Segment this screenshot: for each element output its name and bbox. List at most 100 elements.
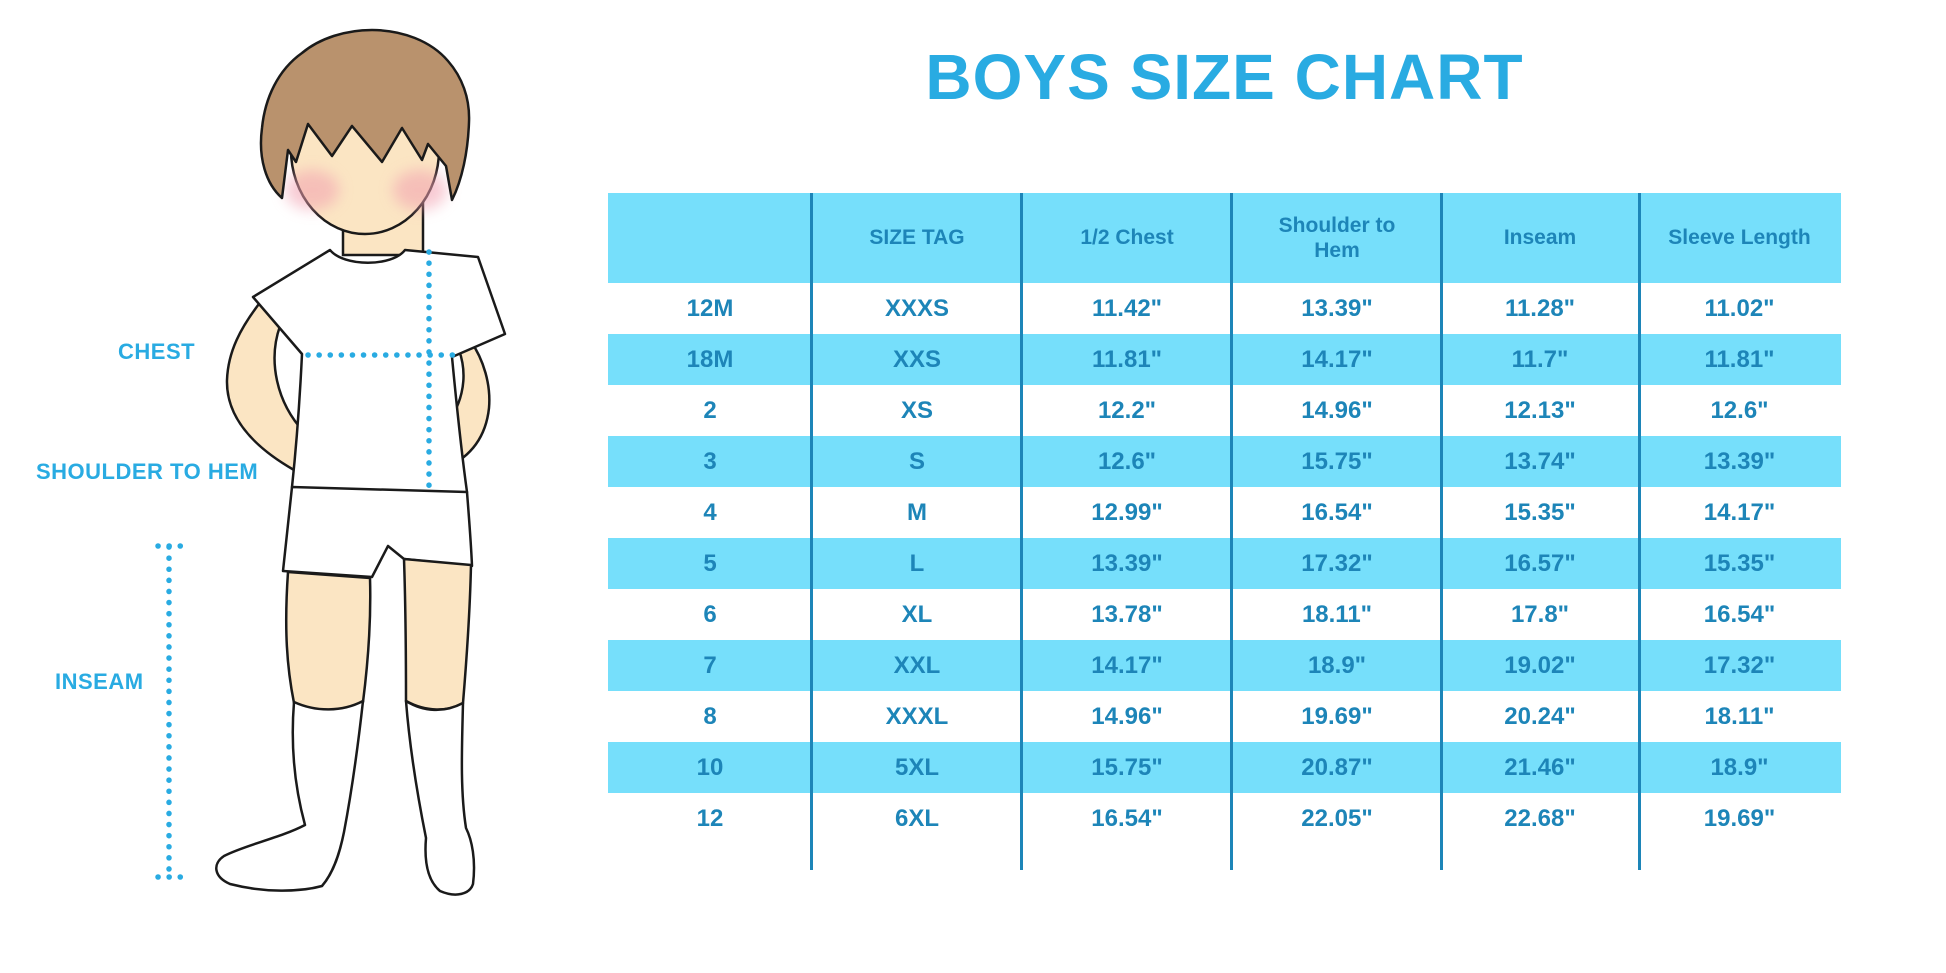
cell-inseam: 11.7": [1511, 345, 1569, 373]
cell-half-chest: 14.17": [1091, 651, 1163, 679]
table-body: 12M XXXS 11.42" 13.39" 11.28" 11.02" 18M…: [608, 283, 1841, 844]
cell-sleeve-length: 13.39": [1703, 447, 1776, 475]
cell-shoulder-to-hem: 17.32": [1301, 549, 1373, 577]
cell-sleeve-length: 19.69": [1703, 804, 1776, 832]
cell-half-chest: 11.81": [1091, 345, 1163, 373]
inseam-label: INSEAM: [55, 669, 144, 694]
header-size-tag: SIZE TAG: [869, 226, 965, 250]
cell-half-chest: 12.99": [1091, 498, 1163, 526]
cell-half-chest: 13.39": [1091, 549, 1163, 577]
shoulder-to-hem-label: SHOULDER TO HEM: [36, 459, 259, 484]
cell-size: 5: [703, 549, 717, 577]
header-sleeve-length: Sleeve Length: [1668, 226, 1811, 250]
table-row: 3 S 12.6" 15.75" 13.74" 13.39": [608, 436, 1841, 487]
cell-shoulder-to-hem: 18.9": [1307, 651, 1367, 679]
cell-half-chest: 12.6": [1097, 447, 1157, 475]
cell-shoulder-to-hem: 18.11": [1301, 600, 1373, 628]
table-header-row: SIZE TAG 1/2 Chest Shoulder to Hem Insea…: [608, 193, 1841, 283]
header-inseam: Inseam: [1503, 226, 1577, 250]
cell-size: 4: [703, 498, 717, 526]
column-separator: [1638, 193, 1641, 870]
cell-sleeve-length: 12.6": [1710, 396, 1769, 424]
table-row: 2 XS 12.2" 14.96" 12.13" 12.6": [608, 385, 1841, 436]
cell-size: 7: [703, 651, 717, 679]
cell-size: 6: [703, 600, 717, 628]
cell-inseam: 21.46": [1504, 753, 1576, 781]
cell-half-chest: 16.54": [1091, 804, 1163, 832]
cell-size: 10: [696, 753, 724, 781]
column-separator: [1020, 193, 1023, 870]
cell-shoulder-to-hem: 15.75": [1301, 447, 1373, 475]
table-row: 18M XXS 11.81" 14.17" 11.7" 11.81": [608, 334, 1841, 385]
cell-size: 2: [703, 396, 717, 424]
cell-size: 3: [703, 447, 717, 475]
cell-size-tag: XS: [900, 396, 933, 424]
boy-legs: [215, 557, 476, 896]
cell-size: 12M: [686, 294, 734, 322]
cell-size: 18M: [686, 345, 734, 373]
cell-size-tag: 5XL: [894, 753, 939, 781]
header-shoulder-to-hem-text: Shoulder to Hem: [1278, 213, 1396, 262]
cell-size-tag: S: [908, 447, 925, 475]
column-separator: [810, 193, 813, 870]
size-table: SIZE TAG 1/2 Chest Shoulder to Hem Insea…: [608, 193, 1841, 870]
cell-shoulder-to-hem: 13.39": [1301, 294, 1373, 322]
table-row: 10 5XL 15.75" 20.87" 21.46" 18.9": [608, 742, 1841, 793]
cell-inseam: 22.68": [1504, 804, 1576, 832]
cell-half-chest: 14.96": [1091, 702, 1163, 730]
cell-sleeve-length: 18.11": [1704, 702, 1775, 730]
cell-shoulder-to-hem: 20.87": [1301, 753, 1373, 781]
boy-head: [259, 28, 471, 236]
cell-sleeve-length: 17.32": [1703, 651, 1776, 679]
table-row: 6 XL 13.78" 18.11" 17.8" 16.54": [608, 589, 1841, 640]
cell-shoulder-to-hem: 14.96": [1301, 396, 1373, 424]
cell-inseam: 20.24": [1504, 702, 1576, 730]
cell-size-tag: L: [909, 549, 925, 577]
cell-size-tag: XL: [901, 600, 933, 628]
header-half-chest: 1/2 Chest: [1080, 226, 1174, 250]
cell-sleeve-length: 18.9": [1710, 753, 1769, 781]
cell-inseam: 12.13": [1504, 396, 1576, 424]
column-separator: [1440, 193, 1443, 870]
table-row: 12 6XL 16.54" 22.05" 22.68" 19.69": [608, 793, 1841, 844]
column-separator: [1230, 193, 1233, 870]
cell-half-chest: 13.78": [1091, 600, 1163, 628]
page-title: BOYS SIZE CHART: [925, 41, 1524, 113]
chest-label: CHEST: [118, 339, 196, 364]
cell-size-tag: XXS: [892, 345, 942, 373]
cell-size-tag: 6XL: [894, 804, 939, 832]
boy-cheek-right: [393, 170, 447, 210]
cell-size-tag: XXL: [893, 651, 941, 679]
table-row: 8 XXXL 14.96" 19.69" 20.24" 18.11": [608, 691, 1841, 742]
cell-inseam: 17.8": [1510, 600, 1570, 628]
table-row: 7 XXL 14.17" 18.9" 19.02" 17.32": [608, 640, 1841, 691]
cell-sleeve-length: 15.35": [1703, 549, 1776, 577]
boy-illustration: [155, 28, 507, 896]
cell-size: 12: [696, 804, 724, 832]
table-row: 4 M 12.99" 16.54" 15.35" 14.17": [608, 487, 1841, 538]
cell-inseam: 19.02": [1504, 651, 1576, 679]
header-shoulder-to-hem: Shoulder to Hem: [1271, 213, 1403, 263]
boy-cheek-left: [285, 170, 339, 210]
cell-inseam: 16.57": [1504, 549, 1576, 577]
cell-sleeve-length: 11.81": [1704, 345, 1775, 373]
cell-shoulder-to-hem: 16.54": [1301, 498, 1373, 526]
table-row: 5 L 13.39" 17.32" 16.57" 15.35": [608, 538, 1841, 589]
cell-half-chest: 12.2": [1097, 396, 1157, 424]
cell-size-tag: XXXL: [885, 702, 949, 730]
cell-size-tag: M: [907, 498, 927, 526]
cell-shoulder-to-hem: 14.17": [1301, 345, 1373, 373]
cell-half-chest: 15.75": [1091, 753, 1163, 781]
cell-sleeve-length: 14.17": [1703, 498, 1776, 526]
cell-inseam: 11.28": [1504, 294, 1576, 322]
cell-sleeve-length: 11.02": [1704, 294, 1775, 322]
measurement-guides: [155, 249, 466, 880]
cell-inseam: 15.35": [1504, 498, 1576, 526]
boy-hair: [259, 28, 471, 202]
cell-size: 8: [703, 702, 717, 730]
cell-shoulder-to-hem: 19.69": [1301, 702, 1373, 730]
cell-inseam: 13.74": [1504, 447, 1576, 475]
boy-shorts: [281, 485, 474, 579]
cell-half-chest: 11.42": [1091, 294, 1163, 322]
cell-size-tag: XXXS: [884, 294, 950, 322]
